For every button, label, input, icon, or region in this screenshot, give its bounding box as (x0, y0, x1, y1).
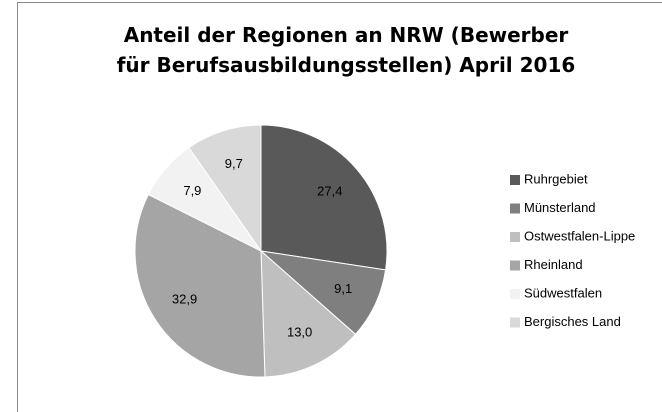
legend-swatch (510, 232, 520, 242)
pie-slice (260, 249, 357, 378)
legend-label: Bergisches Land (524, 314, 621, 329)
data-label: 32,9 (172, 291, 197, 306)
legend-label: Ostwestfalen-Lippe (524, 228, 635, 243)
pie-slice (188, 124, 262, 253)
data-label: 13,0 (287, 325, 312, 340)
legend-label: Rheinland (524, 257, 583, 272)
data-label: 27,4 (317, 183, 342, 198)
legend-label: Münsterland (524, 200, 596, 215)
legend-label: Ruhrgebiet (524, 171, 588, 186)
legend-swatch (510, 175, 520, 185)
chart-title: Anteil der Regionen an NRW (Bewerber für… (116, 23, 576, 77)
data-label: 7,9 (183, 183, 201, 198)
pie-slice (134, 193, 266, 378)
legend-swatch (510, 203, 520, 214)
legend-swatch (510, 260, 520, 271)
data-label: 9,1 (334, 281, 352, 296)
legend-label: Südwestfalen (524, 285, 602, 300)
pie-slice (260, 124, 388, 271)
legend-swatch (510, 317, 520, 328)
legend-swatch (510, 289, 520, 299)
data-label: 9,7 (225, 156, 243, 171)
